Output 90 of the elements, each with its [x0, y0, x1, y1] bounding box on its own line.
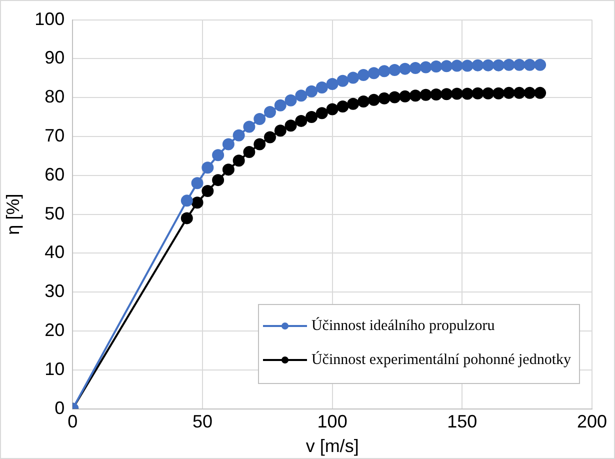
point [461, 88, 474, 100]
y-tick-label: 60 [44, 164, 65, 184]
x-axis-title: v [m/s] [306, 436, 359, 456]
point [274, 124, 286, 137]
point [232, 129, 245, 142]
point [180, 194, 193, 207]
point [222, 164, 234, 176]
y-tick-label: 100 [34, 8, 65, 29]
y-tick-label: 70 [44, 125, 65, 146]
y-tick-label: 10 [44, 358, 65, 379]
point [524, 86, 536, 99]
point [284, 94, 297, 106]
point [430, 60, 442, 72]
point [378, 65, 390, 78]
point [368, 67, 380, 80]
point [202, 184, 214, 197]
y-tick-label: 30 [44, 281, 65, 302]
point [368, 94, 380, 106]
y-tick-label: 50 [44, 203, 65, 224]
point [502, 86, 515, 99]
point [274, 99, 286, 112]
x-tick-label: 100 [317, 412, 348, 432]
y-tick-label: 40 [44, 242, 65, 262]
point [399, 90, 412, 102]
point [326, 78, 338, 90]
x-tick-label: 150 [447, 412, 478, 432]
point [513, 86, 526, 99]
point [264, 131, 276, 144]
y-tick-label: 20 [44, 320, 65, 340]
point [212, 174, 224, 186]
point [409, 90, 422, 102]
point [180, 212, 193, 224]
point [306, 111, 318, 124]
point [347, 72, 360, 84]
point [316, 81, 328, 94]
point [461, 60, 474, 72]
point [534, 58, 546, 71]
point [492, 87, 505, 100]
point [254, 112, 266, 125]
point [264, 106, 276, 118]
point [440, 88, 453, 100]
point [502, 58, 515, 71]
x-tick-label: 200 [576, 412, 608, 432]
point [243, 120, 256, 133]
point [222, 138, 234, 150]
point [430, 88, 442, 100]
legend-label: Účinnost experimentální pohonné jednotky [311, 352, 571, 368]
legend-label: Účinnost ideálního propulzoru [311, 318, 495, 334]
y-axis-title: η [%] [2, 194, 23, 235]
point [482, 59, 494, 72]
point [295, 114, 308, 127]
point [472, 87, 484, 100]
point [202, 162, 214, 174]
point [440, 60, 453, 72]
point [534, 86, 546, 99]
x-tick-label: 50 [192, 412, 212, 432]
y-tick-label: 90 [44, 48, 65, 68]
point [306, 85, 318, 98]
point [482, 87, 494, 100]
point [357, 95, 370, 108]
point [316, 107, 328, 120]
point [472, 59, 484, 72]
point [326, 103, 338, 116]
point [524, 58, 536, 71]
point [492, 59, 505, 72]
x-tick-label: 0 [68, 412, 78, 432]
point [336, 74, 349, 87]
point [378, 92, 390, 104]
point [232, 154, 245, 167]
point [420, 61, 432, 74]
point [420, 88, 432, 101]
point [450, 88, 463, 100]
point [191, 177, 204, 190]
point [409, 62, 422, 74]
point [347, 98, 360, 110]
point [513, 58, 526, 71]
y-tick-label: 80 [44, 86, 65, 107]
point [191, 196, 204, 209]
point [243, 146, 256, 158]
point [388, 64, 401, 76]
point [388, 91, 401, 104]
point [357, 69, 370, 82]
point [284, 120, 297, 132]
point [212, 149, 224, 162]
point [254, 138, 266, 150]
y-tick-label: 0 [54, 398, 65, 418]
point [295, 90, 308, 102]
point [336, 100, 349, 113]
point [450, 60, 463, 72]
point [399, 62, 412, 75]
